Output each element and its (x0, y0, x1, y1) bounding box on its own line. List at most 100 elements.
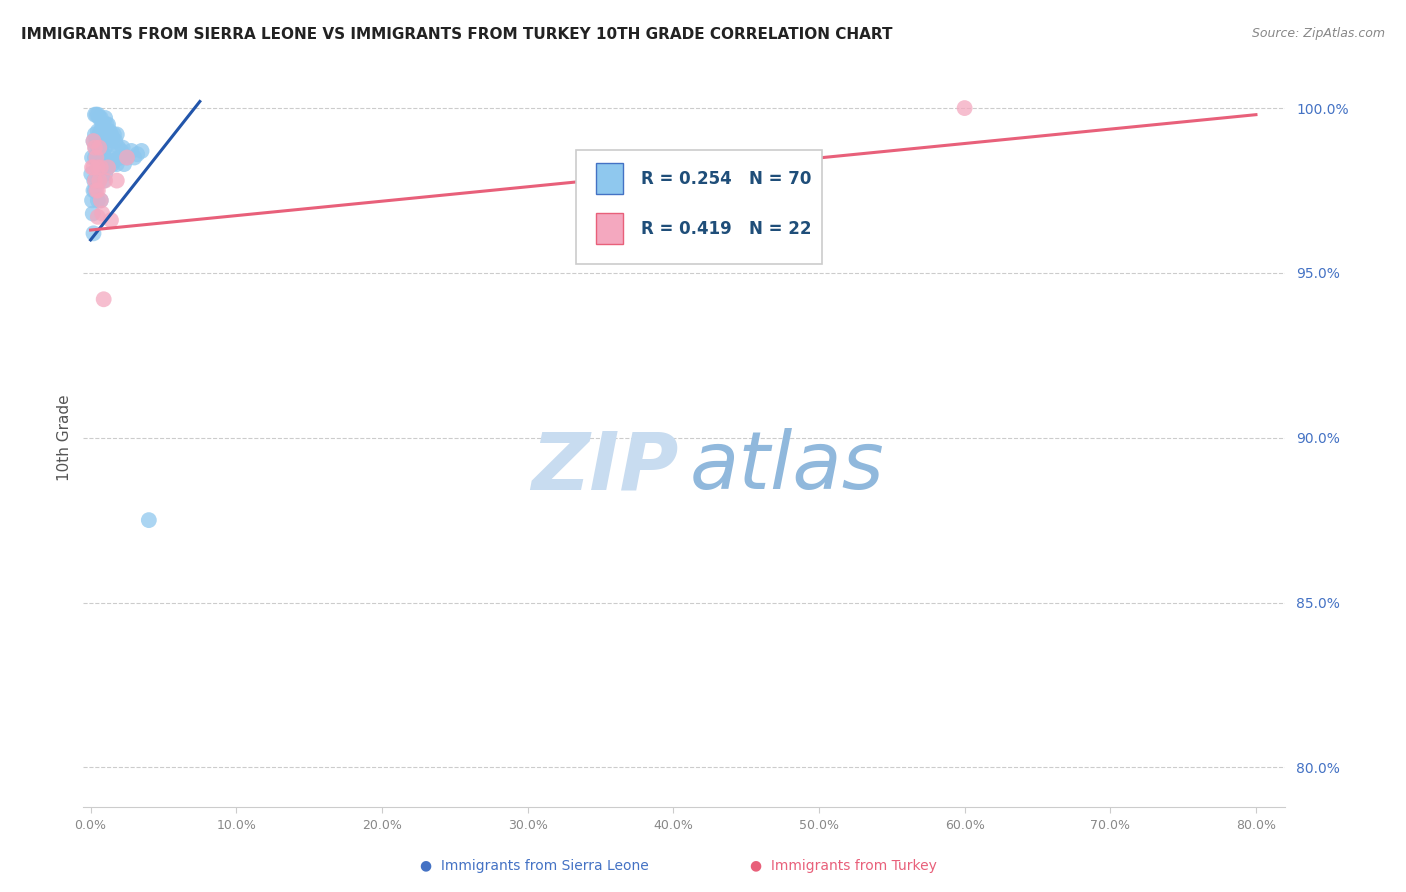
Point (86, 151, 108, 165)
Point (86, 134, 108, 148)
Point (87, 161, 110, 175)
Point (103, 128, 125, 142)
Point (90, 161, 112, 175)
Point (82, 184, 104, 198)
Point (110, 144, 132, 158)
Point (86, 184, 108, 198)
Point (86, 173, 108, 187)
Point (97, 137, 120, 152)
Point (115, 151, 138, 165)
Point (100, 128, 122, 142)
Point (80, 151, 103, 165)
Point (93, 173, 115, 187)
Point (80, 167, 103, 181)
Point (82, 206, 104, 220)
Point (94, 124, 117, 138)
Point (100, 153, 122, 168)
Point (89, 141, 111, 155)
Point (97, 118, 120, 132)
Point (111, 141, 134, 155)
Point (93, 147, 115, 161)
Point (94, 173, 117, 187)
Point (91, 118, 114, 132)
Point (93, 292, 115, 306)
Point (84, 141, 107, 155)
Point (84, 141, 107, 155)
Point (87, 108, 110, 122)
FancyBboxPatch shape (596, 213, 623, 244)
Point (104, 134, 127, 148)
FancyBboxPatch shape (596, 163, 623, 194)
Point (107, 141, 129, 155)
Point (953, 101, 976, 115)
Point (90, 124, 112, 138)
Y-axis label: 10th Grade: 10th Grade (58, 394, 72, 481)
Point (87, 124, 110, 138)
Point (105, 157, 128, 171)
Point (115, 151, 138, 165)
Point (80, 194, 103, 208)
Point (105, 128, 128, 142)
Point (82, 134, 104, 148)
Point (87, 194, 110, 208)
Point (89, 173, 111, 187)
Point (82, 227, 104, 241)
Point (112, 157, 135, 171)
Point (91, 161, 114, 175)
Text: ●  Immigrants from Turkey: ● Immigrants from Turkey (751, 859, 936, 872)
Point (94, 111, 117, 125)
Point (93, 118, 115, 132)
Point (87, 210, 110, 224)
Point (87, 184, 110, 198)
Point (127, 147, 149, 161)
Point (97, 161, 120, 175)
Point (90, 194, 112, 208)
Point (84, 128, 107, 142)
Text: Source: ZipAtlas.com: Source: ZipAtlas.com (1251, 27, 1385, 40)
FancyBboxPatch shape (576, 150, 823, 264)
Point (100, 213, 122, 227)
Point (91, 134, 114, 148)
Point (138, 513, 160, 527)
Point (91, 206, 114, 220)
Text: IMMIGRANTS FROM SIERRA LEONE VS IMMIGRANTS FROM TURKEY 10TH GRADE CORRELATION CH: IMMIGRANTS FROM SIERRA LEONE VS IMMIGRAN… (21, 27, 893, 42)
Text: R = 0.419   N = 22: R = 0.419 N = 22 (641, 220, 811, 238)
Point (84, 173, 107, 187)
Point (131, 144, 153, 158)
Point (94, 167, 117, 181)
Point (124, 151, 146, 165)
Point (89, 111, 111, 125)
Point (89, 147, 111, 161)
Point (101, 130, 124, 145)
Text: R = 0.254   N = 70: R = 0.254 N = 70 (641, 169, 811, 187)
Point (96, 134, 118, 148)
Point (82, 161, 104, 175)
Point (89, 173, 111, 187)
Point (84, 151, 107, 165)
Point (97, 161, 120, 175)
Text: atlas: atlas (690, 428, 884, 507)
Point (90, 161, 112, 175)
Point (96, 118, 118, 132)
Point (83, 173, 105, 187)
Point (84, 108, 107, 122)
Point (98, 151, 121, 165)
Point (86, 151, 108, 165)
Point (101, 157, 124, 171)
Point (93, 130, 115, 145)
Point (90, 194, 112, 208)
Point (87, 141, 110, 155)
Point (96, 157, 118, 171)
Point (90, 141, 112, 155)
Point (89, 128, 111, 142)
Point (98, 124, 121, 138)
Text: ●  Immigrants from Sierra Leone: ● Immigrants from Sierra Leone (420, 859, 648, 872)
Text: ZIP: ZIP (531, 428, 678, 507)
Point (90, 111, 112, 125)
Point (94, 141, 117, 155)
Point (108, 151, 131, 165)
Point (103, 153, 125, 168)
Point (84, 184, 107, 198)
Point (105, 173, 128, 187)
Point (87, 161, 110, 175)
